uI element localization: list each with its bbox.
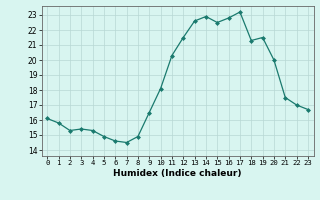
X-axis label: Humidex (Indice chaleur): Humidex (Indice chaleur)	[113, 169, 242, 178]
